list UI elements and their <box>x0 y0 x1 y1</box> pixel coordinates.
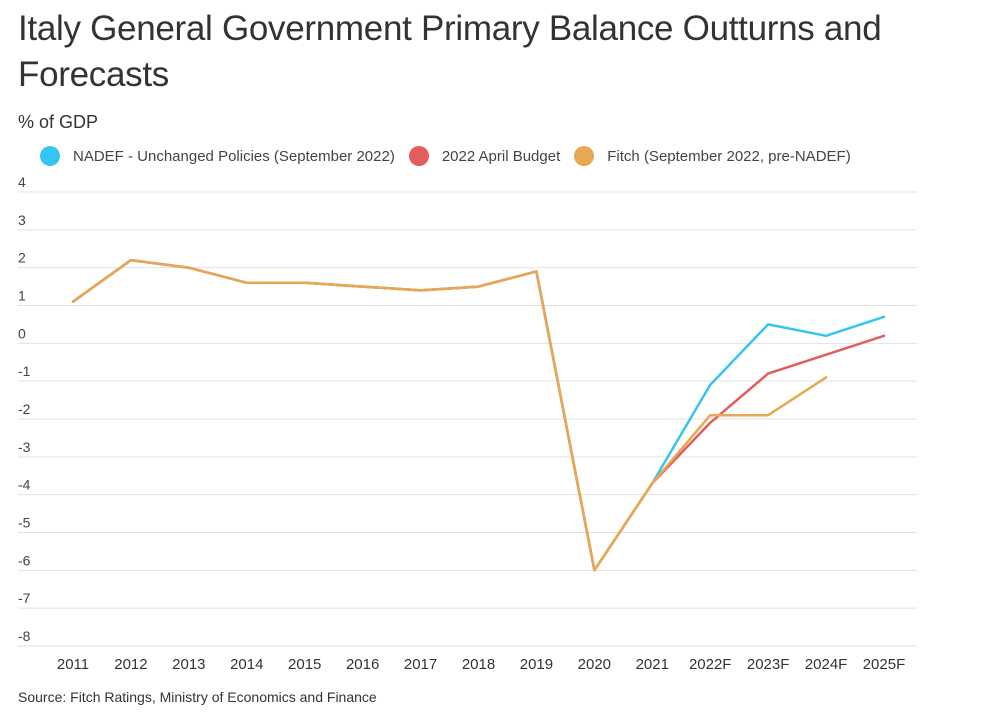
x-tick-label: 2011 <box>57 656 89 673</box>
x-tick-label: 2021 <box>636 656 669 673</box>
y-tick-label: -1 <box>18 363 31 379</box>
y-tick-label: -2 <box>18 401 31 417</box>
legend-item-april-budget[interactable]: 2022 April Budget <box>408 146 561 166</box>
y-tick-label: -3 <box>18 439 31 455</box>
y-tick-label: -6 <box>18 552 31 568</box>
x-tick-label: 2015 <box>288 656 321 673</box>
x-tick-label: 2012 <box>114 656 147 673</box>
y-tick-label: 3 <box>18 212 26 228</box>
legend: NADEF - Unchanged Policies (September 20… <box>40 146 865 166</box>
y-axis-tick-labels: 4 3 2 1 0 -1 -2 -3 -4 -5 -6 -7 -8 <box>18 174 31 644</box>
x-tick-label: 2025F <box>863 656 906 673</box>
y-tick-label: 4 <box>18 174 26 190</box>
x-tick-label: 2024F <box>805 656 848 673</box>
y-tick-label: -7 <box>18 590 31 606</box>
x-tick-label: 2020 <box>578 656 611 673</box>
legend-item-nadef[interactable]: NADEF - Unchanged Policies (September 20… <box>40 146 395 166</box>
series-line-fitch <box>71 258 828 572</box>
legend-swatch-nadef <box>40 146 60 166</box>
y-tick-label: -4 <box>18 477 31 493</box>
y-tick-label: 0 <box>18 325 26 341</box>
y-tick-label: -8 <box>18 628 31 644</box>
x-tick-label: 2016 <box>346 656 379 673</box>
legend-swatch-fitch <box>574 146 595 166</box>
y-tick-label: -5 <box>18 515 31 531</box>
x-tick-label: 2022F <box>689 656 732 673</box>
x-axis-tick-labels: 2011 2012 2013 2014 2015 2016 2017 2018 2019 2020… <box>57 656 905 673</box>
source-note: Source: Fitch Ratings, Ministry of Econo… <box>18 689 377 705</box>
x-tick-label: 2013 <box>172 656 205 673</box>
legend-item-fitch[interactable]: Fitch (September 2022, pre-NADEF) <box>574 146 851 166</box>
legend-label-april-budget: 2022 April Budget <box>441 147 561 165</box>
x-tick-label: 2018 <box>462 656 495 673</box>
y-axis-unit-label: % of GDP <box>18 112 99 132</box>
x-tick-label: 2014 <box>230 656 263 673</box>
x-tick-label: 2023F <box>747 656 790 673</box>
chart-title: Italy General Government Primary Balance… <box>18 9 882 94</box>
legend-swatch-april-budget <box>408 146 429 166</box>
y-tick-label: 2 <box>18 250 26 266</box>
gridlines <box>18 191 917 647</box>
legend-label-fitch: Fitch (September 2022, pre-NADEF) <box>607 147 851 165</box>
legend-label-nadef: NADEF - Unchanged Policies (September 20… <box>73 147 395 165</box>
y-tick-label: 1 <box>18 288 26 304</box>
x-tick-label: 2017 <box>404 656 437 673</box>
series-lines <box>71 258 886 572</box>
x-tick-label: 2019 <box>520 656 553 673</box>
